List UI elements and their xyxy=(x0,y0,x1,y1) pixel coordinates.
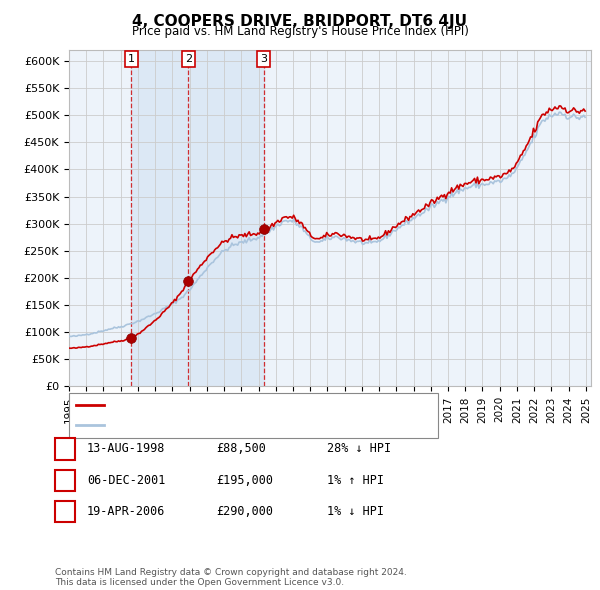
Text: £88,500: £88,500 xyxy=(216,442,266,455)
Text: 1: 1 xyxy=(128,54,135,64)
Text: 4, COOPERS DRIVE, BRIDPORT, DT6 4JU (detached house): 4, COOPERS DRIVE, BRIDPORT, DT6 4JU (det… xyxy=(108,401,409,411)
Text: 1% ↑ HPI: 1% ↑ HPI xyxy=(327,474,384,487)
Bar xyxy=(188,50,263,386)
Text: Price paid vs. HM Land Registry's House Price Index (HPI): Price paid vs. HM Land Registry's House … xyxy=(131,25,469,38)
Text: 28% ↓ HPI: 28% ↓ HPI xyxy=(327,442,391,455)
Text: 13-AUG-1998: 13-AUG-1998 xyxy=(87,442,166,455)
Text: 2: 2 xyxy=(185,54,192,64)
Text: £195,000: £195,000 xyxy=(216,474,273,487)
Text: 1: 1 xyxy=(61,442,69,455)
Text: 3: 3 xyxy=(260,54,267,64)
Text: HPI: Average price, detached house, Dorset: HPI: Average price, detached house, Dors… xyxy=(108,420,335,430)
Text: 4, COOPERS DRIVE, BRIDPORT, DT6 4JU: 4, COOPERS DRIVE, BRIDPORT, DT6 4JU xyxy=(133,14,467,28)
Text: £290,000: £290,000 xyxy=(216,505,273,518)
Bar xyxy=(131,50,188,386)
Text: Contains HM Land Registry data © Crown copyright and database right 2024.
This d: Contains HM Land Registry data © Crown c… xyxy=(55,568,407,587)
Text: 1% ↓ HPI: 1% ↓ HPI xyxy=(327,505,384,518)
Text: 06-DEC-2001: 06-DEC-2001 xyxy=(87,474,166,487)
Text: 19-APR-2006: 19-APR-2006 xyxy=(87,505,166,518)
Text: 2: 2 xyxy=(61,474,69,487)
Text: 3: 3 xyxy=(61,505,69,518)
